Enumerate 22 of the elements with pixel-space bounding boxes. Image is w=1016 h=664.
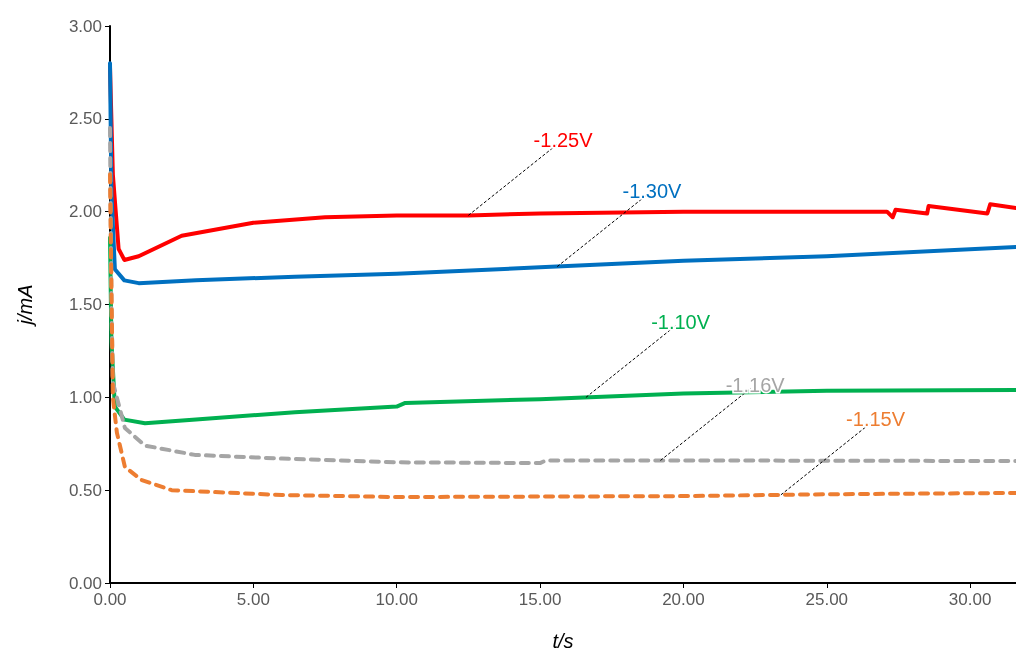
y-tick-label: 1.50 — [68, 295, 102, 314]
x-tick-label: 25.00 — [805, 590, 849, 609]
text: -1.25V — [533, 128, 594, 151]
y-tick-label: 0.50 — [68, 480, 102, 500]
x-tick-label: 20.00 — [662, 590, 705, 609]
x-axis-title: t/s — [552, 630, 574, 652]
x-tick-label: 5.00 — [236, 590, 270, 609]
x-tick-label: 0.00 — [93, 590, 127, 609]
line-series — [108, 172, 1016, 500]
y-tick-label: 0.00 — [68, 573, 102, 593]
text: -1.10V — [651, 310, 711, 333]
x-tick-label: 10.00 — [375, 590, 418, 609]
x-tick-label: 15.00 — [518, 590, 562, 609]
line-series — [108, 126, 1016, 466]
text: -1.15V — [846, 408, 906, 431]
y-tick-label: 1.00 — [68, 387, 102, 407]
y-tick-label: 2.00 — [68, 202, 102, 222]
y-axis-title: j/mA — [14, 284, 36, 328]
y-tick-label: 3.00 — [68, 16, 102, 36]
text: -1.30V — [622, 179, 683, 202]
y-tick-label: 2.50 — [68, 109, 102, 129]
x-tick-label: 30.00 — [948, 590, 992, 609]
